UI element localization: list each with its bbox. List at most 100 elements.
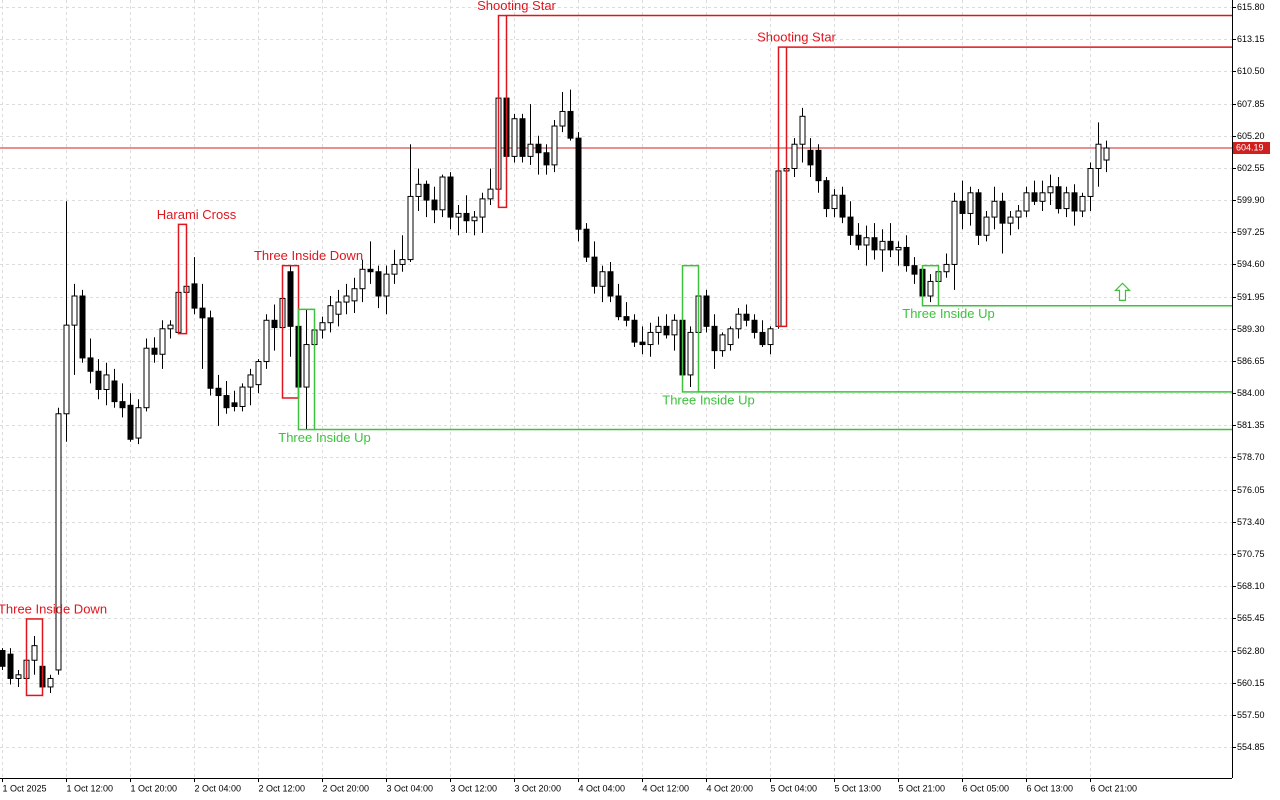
x-tick-label: 1 Oct 12:00: [67, 783, 114, 793]
last-price-label: 604.19: [1236, 142, 1264, 152]
candle-body: [119, 401, 126, 409]
y-tick-label: 578.70: [1237, 452, 1265, 462]
pattern-box: [497, 14, 508, 209]
candle-body: [87, 357, 94, 372]
candle-body: [727, 328, 734, 346]
y-tick-label: 562.80: [1237, 646, 1265, 656]
candle-body: [759, 331, 766, 346]
pattern-label: Shooting Star: [477, 0, 556, 13]
candle-body: [1031, 192, 1038, 202]
pattern-box: [777, 46, 788, 328]
candle-body: [687, 331, 694, 376]
candle-body: [751, 319, 758, 333]
y-tick-label: 607.85: [1237, 99, 1265, 109]
y-tick-label: 557.50: [1237, 710, 1265, 720]
pattern-box: [177, 223, 188, 335]
candle-body: [1055, 186, 1062, 210]
candle-body: [839, 194, 846, 218]
x-tick-label: 4 Oct 20:00: [707, 783, 754, 793]
candle-body: [543, 152, 550, 166]
candle-body: [791, 143, 798, 170]
candle-body: [903, 246, 910, 267]
candle-body: [567, 110, 574, 139]
candle-body: [399, 259, 406, 265]
candle-body: [735, 313, 742, 330]
candle-body: [423, 183, 430, 201]
candle-body: [143, 347, 150, 409]
x-tick-label: 4 Oct 04:00: [579, 783, 626, 793]
candle-body: [551, 125, 558, 166]
candle-body: [31, 645, 38, 661]
pattern-box: [921, 264, 940, 307]
candle-body: [359, 268, 366, 290]
y-tick-label: 570.75: [1237, 549, 1265, 559]
candle-body: [1047, 186, 1054, 194]
candle-body: [1023, 192, 1030, 212]
pattern-box: [297, 308, 316, 431]
last-price-tag: [1233, 141, 1270, 154]
candle-body: [167, 324, 174, 330]
y-tick-label: 602.55: [1237, 163, 1265, 173]
candle-body: [591, 256, 598, 287]
candle-body: [79, 295, 86, 359]
candle-body: [607, 271, 614, 297]
candle-body: [599, 271, 606, 287]
y-tick-label: 576.05: [1237, 485, 1265, 495]
candle-body: [1039, 192, 1046, 202]
candle-body: [1015, 210, 1022, 218]
candle-body: [471, 216, 478, 222]
y-tick-label: 581.35: [1237, 420, 1265, 430]
y-tick-label: 615.80: [1237, 2, 1265, 12]
pattern-box: [25, 618, 44, 697]
candle-body: [1063, 192, 1070, 210]
candle-body: [375, 271, 382, 297]
candle-body: [527, 143, 534, 157]
y-tick-label: 560.15: [1237, 678, 1265, 688]
candle-body: [255, 361, 262, 386]
candle-body: [407, 195, 414, 261]
y-tick-label: 565.45: [1237, 613, 1265, 623]
x-tick-label: 6 Oct 05:00: [963, 783, 1010, 793]
candle-body: [15, 674, 22, 679]
y-tick-label: 573.40: [1237, 517, 1265, 527]
candle-body: [743, 313, 750, 321]
candle-body: [711, 325, 718, 352]
x-tick-label: 2 Oct 04:00: [195, 783, 242, 793]
candle-body: [447, 176, 454, 218]
candle-body: [927, 280, 934, 297]
axes: 554.85 557.50 560.15 562.80 565.45 568.10 570.…: [2, 2, 1270, 793]
candle-body: [1079, 195, 1086, 212]
candle-body: [575, 137, 582, 230]
y-tick-label: 594.60: [1237, 259, 1265, 269]
candle-body: [7, 653, 14, 679]
candle-body: [1007, 216, 1014, 224]
candle-body: [647, 331, 654, 346]
candle-body: [991, 200, 998, 218]
candle-body: [999, 200, 1006, 224]
candle-body: [111, 380, 118, 403]
candle-body: [351, 288, 358, 302]
candle-body: [367, 268, 374, 273]
y-tick-label: 586.65: [1237, 356, 1265, 366]
candle-body: [263, 319, 270, 363]
candle-body: [831, 194, 838, 210]
candle-body: [231, 402, 238, 407]
candle-body: [583, 228, 590, 258]
candle-body: [663, 325, 670, 336]
candle-body: [199, 307, 206, 319]
pattern-label: Harami Cross: [157, 207, 237, 222]
overlay: Three Inside Down Harami Cross Three Insid…: [0, 0, 1232, 697]
candle-body: [95, 370, 102, 390]
x-tick-label: 5 Oct 04:00: [771, 783, 818, 793]
candle-body: [959, 200, 966, 214]
x-tick-label: 6 Oct 13:00: [1027, 783, 1074, 793]
candle-body: [487, 188, 494, 200]
candle-body: [247, 374, 254, 388]
pattern-label: Three Inside Up: [662, 392, 755, 407]
y-tick-label: 584.00: [1237, 388, 1265, 398]
x-tick-label: 5 Oct 21:00: [899, 783, 946, 793]
candle-body: [623, 316, 630, 321]
candle-body: [319, 322, 326, 331]
